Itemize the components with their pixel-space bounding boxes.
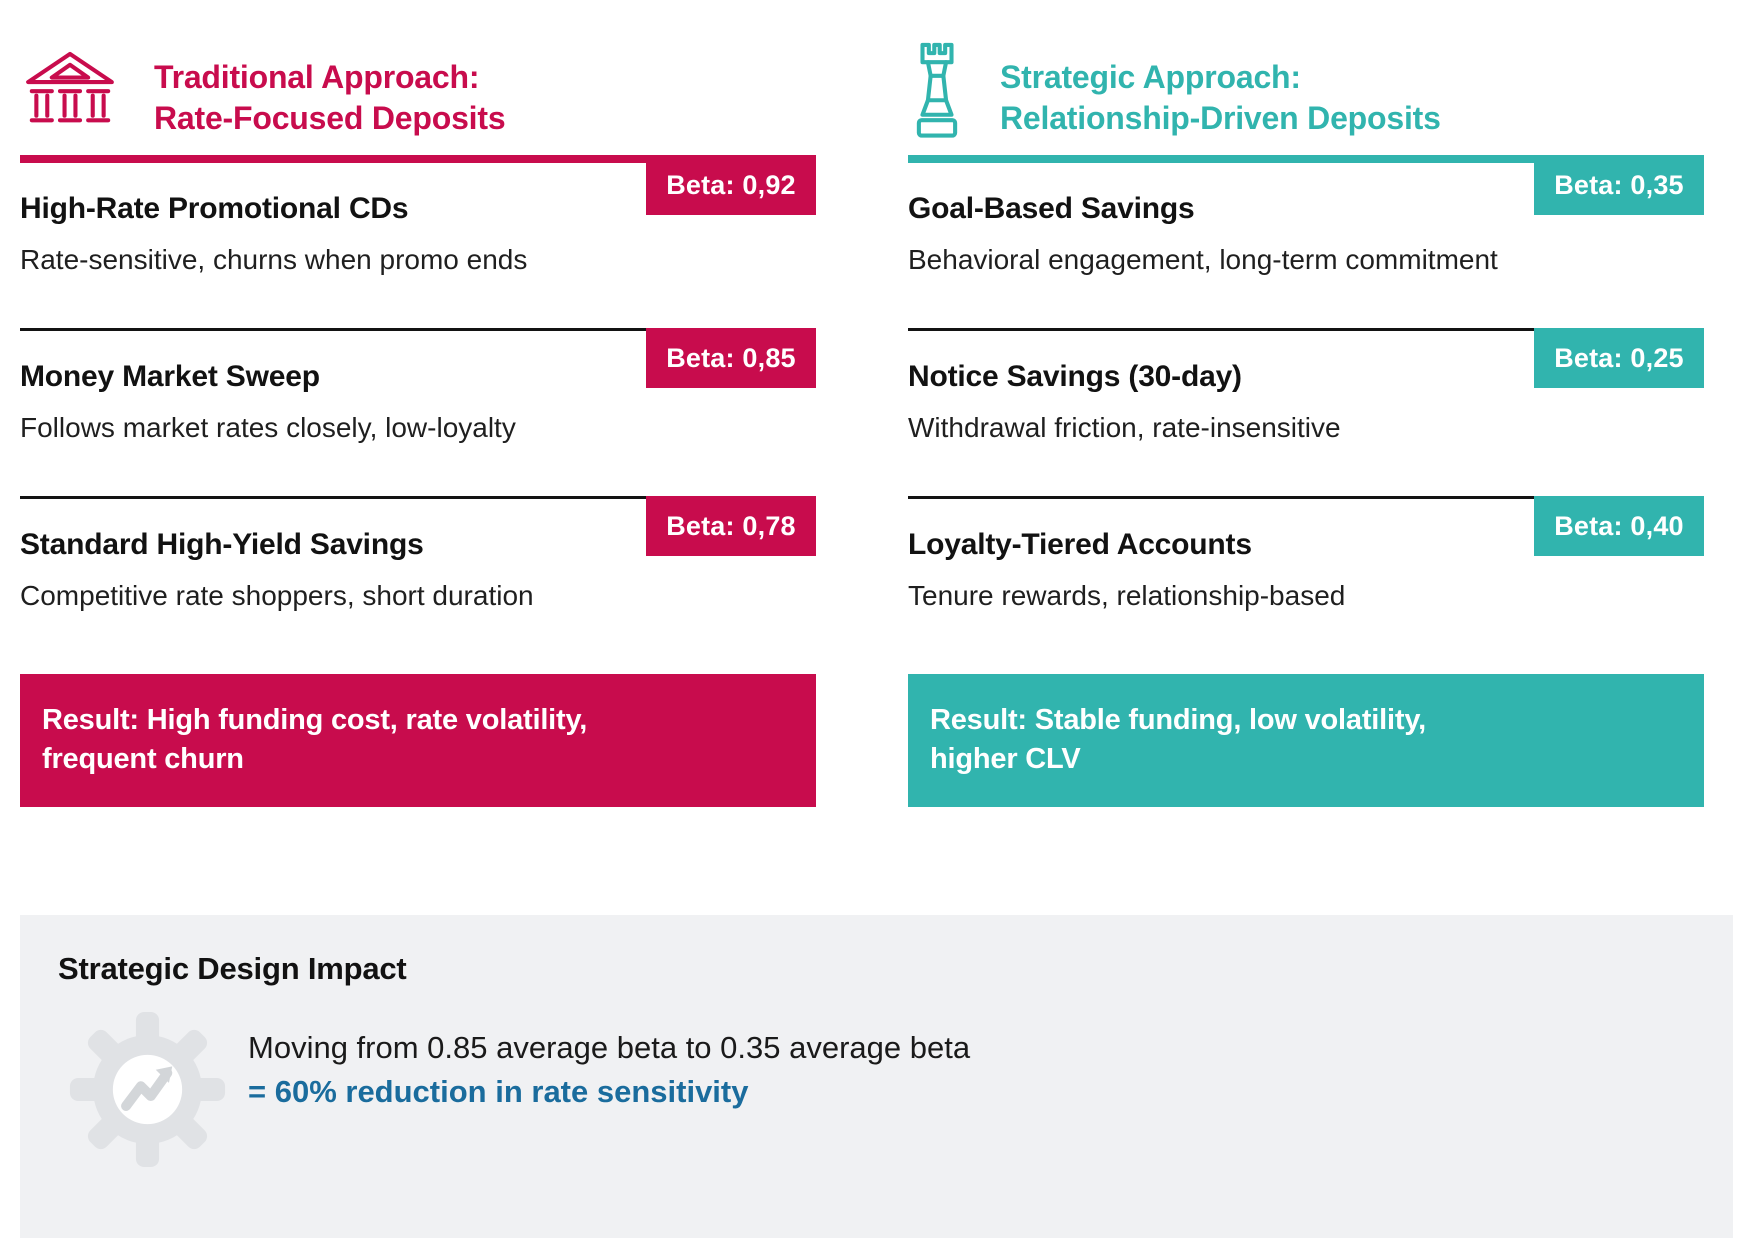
item-description: Rate-sensitive, churns when promo ends — [20, 244, 528, 275]
impact-highlight: = 60% reduction in rate sensitivity — [248, 1074, 749, 1109]
traditional-item-1: Beta: 0,92 High-Rate Promotional CDs Rat… — [20, 155, 816, 328]
traditional-header: Traditional Approach: Rate-Focused Depos… — [20, 40, 816, 155]
item-title: Money Market Sweep — [20, 360, 320, 393]
traditional-title-line2: Rate-Focused Deposits — [154, 99, 506, 136]
gear-trend-icon — [65, 1007, 230, 1172]
accent-rule — [20, 155, 816, 163]
impact-title: Strategic Design Impact — [58, 951, 407, 986]
strategic-item-3: Beta: 0,40 Loyalty-Tiered Accounts Tenur… — [908, 496, 1704, 664]
beta-badge: Beta: 0,92 — [646, 155, 816, 215]
result-line: Result: Stable funding, low volatility, — [930, 704, 1426, 736]
divider-rule — [908, 496, 1704, 499]
result-line: higher CLV — [930, 743, 1081, 775]
divider-rule — [908, 328, 1704, 331]
traditional-title-line1: Traditional Approach: — [154, 58, 480, 95]
strategic-title-line1: Strategic Approach: — [1000, 58, 1301, 95]
impact-text: Moving from 0.85 average beta to 0.35 av… — [248, 1027, 970, 1113]
item-title: Loyalty-Tiered Accounts — [908, 528, 1252, 561]
impact-statement: Moving from 0.85 average beta to 0.35 av… — [248, 1030, 971, 1065]
item-title: Standard High-Yield Savings — [20, 528, 424, 561]
strategic-column: Strategic Approach: Relationship-Driven … — [908, 40, 1704, 807]
beta-badge: Beta: 0,85 — [646, 328, 816, 388]
result-line: Result: High funding cost, rate volatili… — [42, 704, 588, 736]
item-title: Notice Savings (30-day) — [908, 360, 1242, 393]
strategic-title: Strategic Approach: Relationship-Driven … — [1000, 57, 1441, 139]
bank-icon — [20, 49, 120, 142]
rook-icon — [908, 41, 966, 150]
divider-rule — [20, 496, 816, 499]
traditional-title: Traditional Approach: Rate-Focused Depos… — [154, 57, 506, 139]
result-line: frequent churn — [42, 743, 244, 775]
item-description: Follows market rates closely, low-loyalt… — [20, 412, 516, 443]
beta-badge: Beta: 0,78 — [646, 496, 816, 556]
accent-rule — [908, 155, 1704, 163]
beta-badge: Beta: 0,40 — [1534, 496, 1704, 556]
item-title: Goal-Based Savings — [908, 192, 1195, 225]
traditional-column: Traditional Approach: Rate-Focused Depos… — [20, 40, 816, 807]
item-description: Tenure rewards, relationship-based — [908, 580, 1346, 611]
traditional-item-3: Beta: 0,78 Standard High-Yield Savings C… — [20, 496, 816, 664]
strategic-item-2: Beta: 0,25 Notice Savings (30-day) Withd… — [908, 328, 1704, 496]
strategic-header: Strategic Approach: Relationship-Driven … — [908, 40, 1704, 155]
impact-panel: Strategic Design Impact Moving from 0.85… — [20, 915, 1733, 1238]
item-title: High-Rate Promotional CDs — [20, 192, 409, 225]
traditional-result-box: Result: High funding cost, rate volatili… — [20, 674, 816, 807]
beta-badge: Beta: 0,25 — [1534, 328, 1704, 388]
strategic-result-box: Result: Stable funding, low volatility, … — [908, 674, 1704, 807]
item-description: Competitive rate shoppers, short duratio… — [20, 580, 534, 611]
item-description: Behavioral engagement, long-term commitm… — [908, 244, 1498, 275]
item-description: Withdrawal friction, rate-insensitive — [908, 412, 1341, 443]
beta-badge: Beta: 0,35 — [1534, 155, 1704, 215]
traditional-item-2: Beta: 0,85 Money Market Sweep Follows ma… — [20, 328, 816, 496]
divider-rule — [20, 328, 816, 331]
strategic-title-line2: Relationship-Driven Deposits — [1000, 99, 1441, 136]
strategic-item-1: Beta: 0,35 Goal-Based Savings Behavioral… — [908, 155, 1704, 328]
